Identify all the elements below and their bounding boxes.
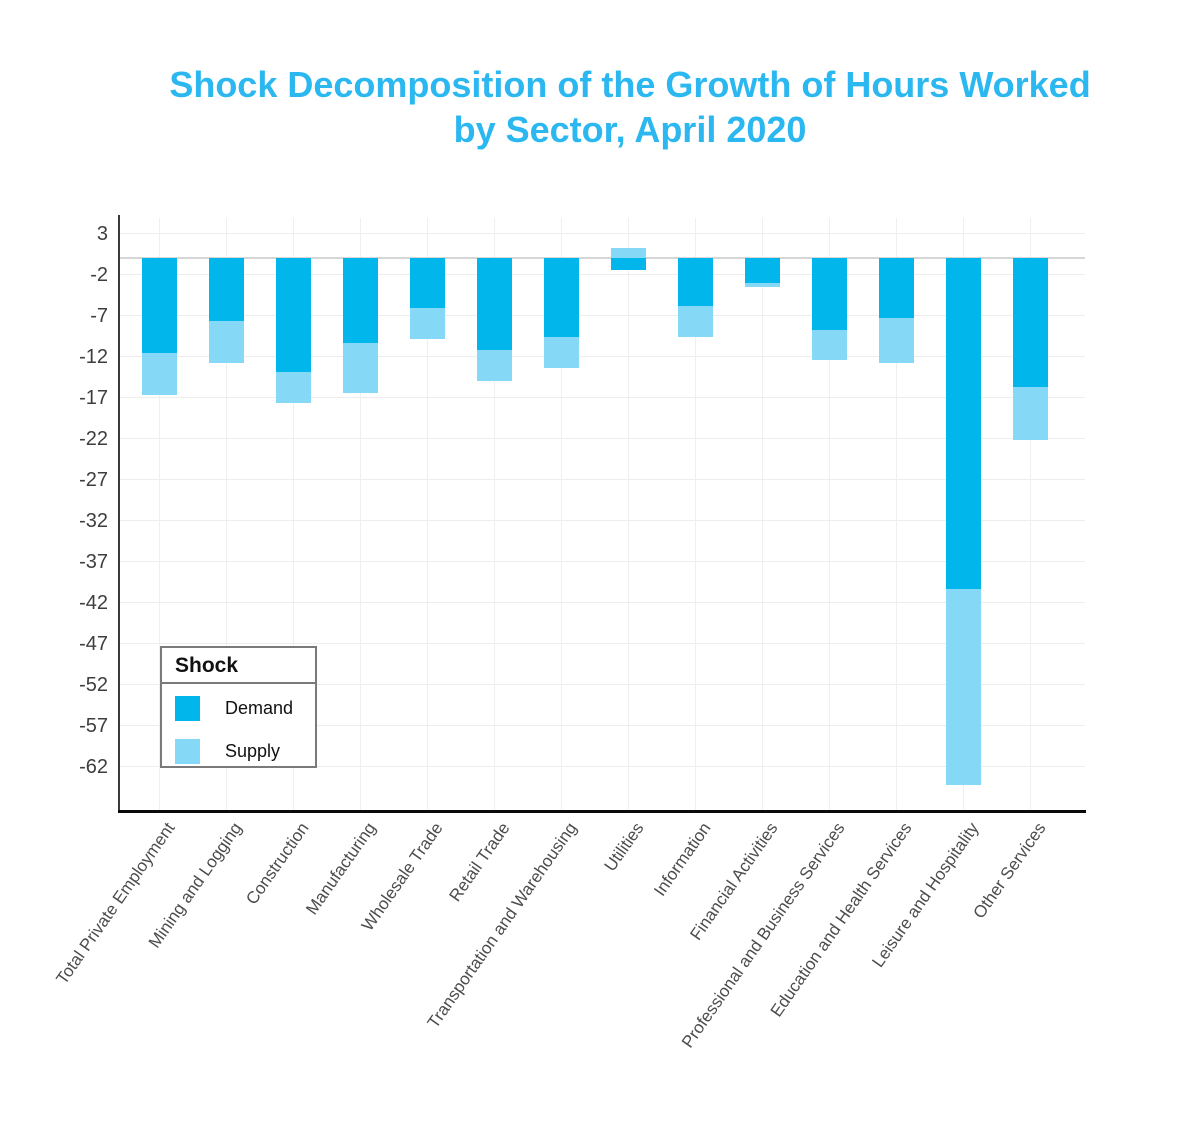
bar-segment-supply [1013, 386, 1048, 441]
chart-title-line1: Shock Decomposition of the Growth of Hou… [169, 64, 1091, 105]
bar-segment-supply [946, 589, 981, 785]
legend-label-supply: Supply [225, 741, 281, 761]
gridline-horizontal [120, 643, 1085, 645]
gridline-vertical [896, 218, 897, 810]
gridline-horizontal [120, 520, 1085, 522]
bar-segment-supply [678, 305, 713, 337]
gridline-vertical [695, 218, 696, 810]
bar-segment-demand [1013, 258, 1048, 387]
x-axis-label: Total Private Employment [51, 819, 179, 988]
legend: Shock Demand Supply [160, 646, 317, 768]
legend-header: Shock [162, 648, 315, 684]
gridline-horizontal [120, 684, 1085, 686]
gridline-vertical [293, 218, 294, 810]
gridline-horizontal [120, 356, 1085, 358]
bar-segment-supply [812, 329, 847, 360]
y-axis-tick-label: -42 [79, 591, 108, 614]
gridline-vertical [159, 218, 160, 810]
gridline-horizontal [120, 438, 1085, 440]
bar-segment-demand [544, 258, 579, 337]
gridline-horizontal [120, 274, 1085, 276]
bar-segment-supply [276, 372, 311, 404]
y-axis-tick-label: -17 [79, 386, 108, 409]
gridline-horizontal [120, 561, 1085, 563]
gridline-vertical [628, 218, 629, 810]
gridline-horizontal [120, 766, 1085, 768]
gridline-horizontal [120, 315, 1085, 317]
y-axis-tick-label: -47 [79, 632, 108, 655]
legend-swatch-demand [175, 696, 200, 721]
gridline-horizontal [120, 397, 1085, 399]
bar-segment-supply [343, 342, 378, 394]
gridline-vertical [561, 218, 562, 810]
chart-title: Shock Decomposition of the Growth of Hou… [60, 62, 1200, 152]
bar-segment-demand [879, 258, 914, 319]
bar-segment-demand [946, 258, 981, 590]
bar-segment-demand [276, 258, 311, 373]
bar-segment-demand [142, 258, 177, 354]
y-axis-line [118, 215, 120, 813]
y-axis-tick-label: -32 [79, 509, 108, 532]
gridline-vertical [762, 218, 763, 810]
y-axis-tick-label: -27 [79, 468, 108, 491]
gridline-horizontal [120, 233, 1085, 235]
bar-segment-supply [544, 336, 579, 369]
gridline-vertical [494, 218, 495, 810]
x-axis-line [118, 810, 1086, 813]
y-axis-tick-label: -37 [79, 550, 108, 573]
gridline-vertical [360, 218, 361, 810]
bar-segment-demand [477, 258, 512, 351]
y-axis-tick-label: -62 [79, 755, 108, 778]
gridline-vertical [427, 218, 428, 810]
bar-segment-demand [410, 258, 445, 309]
x-axis-label: Other Services [969, 819, 1050, 923]
bar-segment-demand [745, 258, 780, 283]
bar-segment-demand [343, 258, 378, 343]
bar-segment-supply [745, 282, 780, 287]
gridline-horizontal [120, 602, 1085, 604]
bar-segment-supply [611, 248, 646, 259]
y-axis-tick-label: -7 [90, 304, 108, 327]
bar-segment-demand [209, 258, 244, 322]
gridline-horizontal [120, 725, 1085, 727]
bar-segment-supply [879, 318, 914, 364]
y-axis-tick-label: 3 [96, 222, 108, 245]
gridline-vertical [1030, 218, 1031, 810]
y-axis-tick-label: -57 [79, 714, 108, 737]
legend-swatch-supply [175, 739, 200, 764]
y-axis-tick-label: -22 [79, 427, 108, 450]
bar-segment-demand [812, 258, 847, 330]
legend-title: Shock [175, 654, 239, 677]
legend-label-demand: Demand [225, 698, 294, 718]
gridline-vertical [226, 218, 227, 810]
y-axis-tick-label: -52 [79, 673, 108, 696]
bar-segment-supply [142, 353, 177, 396]
y-axis-tick-label: -2 [90, 263, 108, 286]
y-axis-tick-label: -12 [79, 345, 108, 368]
chart-title-line2: by Sector, April 2020 [453, 109, 807, 150]
zero-line [120, 257, 1085, 260]
gridline-vertical [829, 218, 830, 810]
bar-segment-supply [477, 350, 512, 382]
bar-segment-demand [678, 258, 713, 306]
bar-segment-supply [209, 321, 244, 364]
bar-segment-demand [611, 258, 646, 271]
gridline-horizontal [120, 479, 1085, 481]
bar-segment-supply [410, 308, 445, 339]
